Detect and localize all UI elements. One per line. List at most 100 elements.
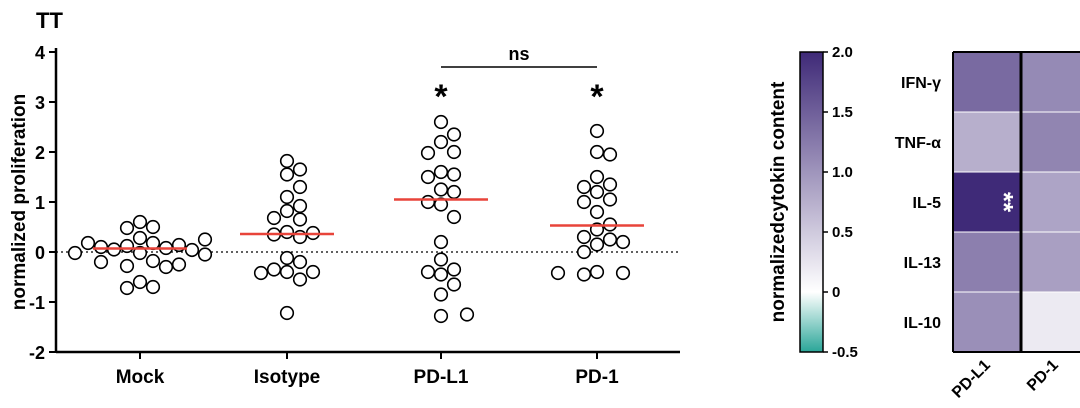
data-point (433, 308, 449, 324)
data-point (145, 253, 161, 269)
data-point (184, 242, 200, 258)
data-point (420, 169, 436, 185)
data-point (446, 277, 462, 292)
data-point (132, 274, 148, 290)
data-point (576, 267, 592, 282)
data-point (253, 265, 269, 281)
data-point (279, 189, 295, 205)
panel-label: TT (36, 8, 63, 33)
significance-marker: * (434, 78, 448, 116)
data-point (279, 305, 295, 321)
x-tick-label: Mock (116, 367, 165, 388)
data-point (602, 177, 618, 192)
data-point (279, 167, 295, 182)
data-point (266, 262, 282, 277)
heatmap-cell (1020, 51, 1080, 113)
data-point (420, 145, 436, 161)
y-tick-label: 4 (35, 43, 45, 63)
data-point (119, 280, 135, 296)
data-point (446, 262, 462, 277)
data-point (279, 250, 295, 266)
data-point (67, 245, 83, 261)
colorbar-tick-label: 2.0 (832, 44, 853, 61)
data-point (292, 272, 308, 287)
data-point (602, 192, 618, 207)
data-point (576, 179, 592, 195)
data-point (589, 264, 605, 280)
heatmap-row-label: IL-5 (913, 195, 942, 212)
data-point (292, 198, 308, 214)
y-tick-label: 1 (35, 193, 45, 213)
data-point (266, 210, 282, 226)
data-point (589, 184, 605, 200)
data-point (119, 220, 135, 236)
heatmap-cell (952, 111, 1022, 173)
data-point (446, 209, 462, 225)
data-point (171, 257, 187, 272)
heatmap-cell (952, 291, 1022, 353)
data-point (446, 127, 462, 142)
heatmap-cell-annotation: ** (989, 192, 1019, 213)
x-tick-label: PD-1 (575, 367, 619, 388)
data-point (589, 123, 605, 139)
data-point (292, 229, 308, 245)
data-point (433, 197, 449, 212)
data-point (433, 114, 449, 130)
data-point (145, 279, 161, 295)
heatmap-row-label: IL-10 (904, 315, 941, 332)
data-point (132, 245, 148, 261)
bracket-label: ns (508, 44, 529, 64)
data-point (459, 307, 475, 322)
heatmap-row-label: IL-13 (904, 255, 941, 272)
heatmap-row-label: TNF-α (895, 135, 941, 152)
data-point (550, 265, 566, 281)
colorbar-tick-label: -0.5 (832, 344, 858, 361)
data-point (279, 224, 295, 240)
data-point (279, 264, 295, 280)
heatmap-column-label: PD-L1 (949, 357, 994, 402)
x-tick-label: Isotype (254, 367, 321, 388)
data-point (433, 267, 449, 282)
data-point (158, 259, 174, 275)
data-point (433, 134, 449, 150)
colorbar-tick-label: 0 (832, 284, 840, 301)
y-tick-label: -2 (29, 343, 45, 363)
colorbar (799, 51, 824, 353)
data-point (197, 247, 213, 262)
data-point (589, 204, 605, 220)
heatmap-cell (952, 171, 1022, 233)
data-point (589, 237, 605, 252)
data-point (576, 194, 592, 210)
data-point (279, 203, 295, 219)
data-point (446, 184, 462, 200)
colorbar-tick-label: 1.0 (832, 164, 853, 181)
data-point (292, 212, 308, 227)
data-point (576, 244, 592, 260)
data-point (602, 147, 618, 162)
colorbar-label: normalizedcytokin content (768, 81, 789, 322)
data-point (433, 182, 449, 197)
heatmap-cell (1020, 291, 1080, 353)
data-point (589, 169, 605, 185)
data-point (420, 194, 436, 210)
heatmap-cell (1020, 231, 1080, 293)
data-point (292, 179, 308, 195)
colorbar-tick-label: 0.5 (832, 224, 853, 241)
x-tick-label: PD-L1 (414, 367, 469, 388)
y-tick-label: -1 (29, 293, 45, 313)
data-point (602, 232, 618, 247)
data-point (145, 219, 161, 235)
data-point (119, 258, 135, 274)
y-tick-label: 3 (35, 93, 45, 113)
heatmap-cell (952, 231, 1022, 293)
data-point (615, 265, 631, 281)
data-point (420, 264, 436, 280)
y-tick-label: 0 (35, 243, 45, 263)
data-point (80, 235, 96, 251)
data-point (93, 254, 109, 270)
data-point (433, 234, 449, 250)
data-point (433, 252, 449, 267)
data-point (446, 144, 462, 160)
